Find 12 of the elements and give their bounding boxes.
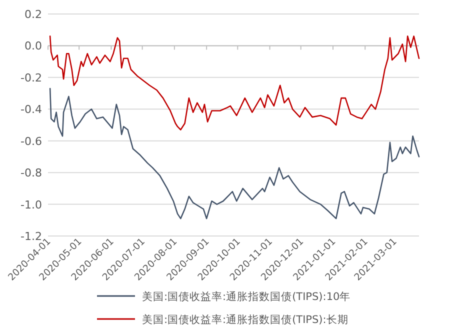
y-tick-label: -0.8 — [20, 166, 42, 180]
legend-label: 美国:国债收益率:通胀指数国债(TIPS):长期 — [142, 313, 348, 326]
y-tick-label: 0.2 — [24, 8, 42, 21]
line-series — [49, 36, 420, 130]
y-tick-label: -0.4 — [20, 103, 42, 116]
legend-label: 美国:国债收益率:通胀指数国债(TIPS):10年 — [142, 290, 351, 303]
line-series — [49, 88, 420, 220]
y-tick-label: -0.2 — [20, 71, 42, 84]
y-tick-label: -0.6 — [20, 134, 42, 148]
y-tick-label: 0.0 — [24, 40, 42, 53]
y-tick-label: -1.2 — [20, 230, 42, 243]
y-tick-label: -1.0 — [20, 198, 42, 212]
